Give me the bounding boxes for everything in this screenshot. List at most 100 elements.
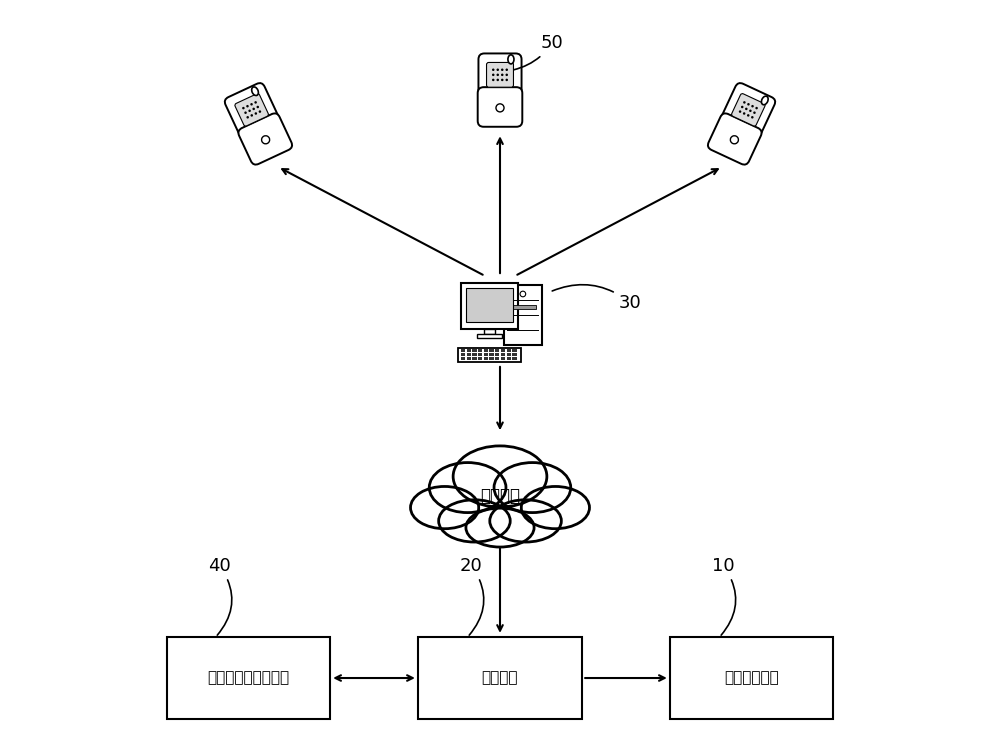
Circle shape	[244, 111, 247, 114]
FancyBboxPatch shape	[235, 93, 268, 126]
Bar	[478, 353, 482, 356]
Bar	[461, 283, 518, 329]
Bar	[484, 329, 495, 334]
Circle shape	[496, 79, 499, 82]
Circle shape	[730, 136, 738, 144]
FancyBboxPatch shape	[708, 113, 762, 165]
Ellipse shape	[439, 499, 510, 542]
Circle shape	[743, 112, 745, 115]
Bar	[501, 353, 505, 356]
Circle shape	[501, 79, 504, 82]
Bar	[472, 356, 477, 359]
Bar	[467, 356, 471, 359]
Circle shape	[751, 105, 754, 107]
FancyBboxPatch shape	[238, 113, 292, 165]
Bar	[472, 349, 477, 352]
Circle shape	[254, 101, 257, 104]
Bar	[507, 349, 511, 352]
Circle shape	[492, 68, 495, 71]
Circle shape	[248, 110, 251, 112]
Circle shape	[505, 68, 508, 71]
Ellipse shape	[490, 499, 561, 542]
Bar	[461, 349, 465, 352]
Bar	[467, 349, 471, 352]
Bar	[489, 353, 494, 356]
Bar	[484, 349, 488, 352]
Circle shape	[259, 110, 261, 113]
Circle shape	[492, 79, 495, 82]
Bar	[512, 356, 517, 359]
Bar	[458, 348, 521, 362]
Circle shape	[501, 68, 504, 71]
Bar	[167, 637, 330, 719]
Bar	[489, 356, 494, 359]
Circle shape	[745, 107, 748, 110]
Circle shape	[252, 107, 255, 110]
Bar	[507, 356, 511, 359]
Circle shape	[250, 103, 253, 105]
Circle shape	[262, 136, 270, 144]
Bar	[484, 356, 488, 359]
Text: 温度检测装置: 温度检测装置	[725, 671, 779, 685]
Circle shape	[246, 116, 249, 119]
Bar	[484, 353, 488, 356]
Text: 无线网络: 无线网络	[480, 488, 520, 505]
Circle shape	[741, 106, 743, 108]
FancyBboxPatch shape	[732, 93, 765, 126]
FancyBboxPatch shape	[241, 114, 277, 136]
Ellipse shape	[494, 462, 571, 513]
Circle shape	[492, 73, 495, 76]
Bar	[495, 353, 499, 356]
FancyBboxPatch shape	[487, 62, 513, 87]
Bar	[504, 285, 542, 345]
Bar	[670, 637, 833, 719]
Circle shape	[747, 114, 749, 116]
Bar	[418, 637, 582, 719]
Ellipse shape	[521, 487, 589, 529]
Circle shape	[505, 73, 508, 76]
FancyBboxPatch shape	[721, 83, 775, 137]
Ellipse shape	[508, 55, 514, 64]
Bar	[478, 356, 482, 359]
Text: 50: 50	[514, 34, 564, 70]
Text: 控制装置: 控制装置	[482, 671, 518, 685]
Circle shape	[246, 105, 249, 107]
Circle shape	[755, 107, 758, 110]
FancyBboxPatch shape	[478, 53, 522, 96]
FancyBboxPatch shape	[478, 87, 522, 127]
Bar	[467, 353, 471, 356]
Bar	[501, 349, 505, 352]
Circle shape	[496, 73, 499, 76]
Circle shape	[749, 110, 752, 112]
Circle shape	[739, 110, 741, 113]
Text: 红外线辐射采暖设备: 红外线辐射采暖设备	[207, 671, 289, 685]
Circle shape	[496, 104, 504, 112]
Circle shape	[242, 107, 245, 110]
Circle shape	[501, 73, 504, 76]
Text: 20: 20	[460, 556, 484, 635]
Bar	[489, 349, 494, 352]
Circle shape	[743, 101, 746, 104]
Text: 10: 10	[712, 556, 736, 635]
Circle shape	[520, 291, 526, 297]
Text: 30: 30	[552, 285, 641, 311]
Circle shape	[753, 111, 756, 114]
Ellipse shape	[429, 462, 506, 513]
Circle shape	[505, 79, 508, 82]
Circle shape	[496, 68, 499, 71]
Bar	[472, 353, 477, 356]
Bar	[461, 353, 465, 356]
Bar	[495, 349, 499, 352]
Bar	[512, 349, 517, 352]
Ellipse shape	[411, 487, 479, 529]
Bar	[512, 353, 517, 356]
Bar	[466, 288, 513, 322]
Ellipse shape	[252, 87, 258, 96]
Circle shape	[257, 106, 259, 108]
Ellipse shape	[453, 446, 547, 507]
Bar	[478, 349, 482, 352]
Bar	[495, 356, 499, 359]
Bar	[509, 305, 536, 309]
FancyBboxPatch shape	[225, 83, 279, 137]
FancyBboxPatch shape	[481, 87, 519, 96]
